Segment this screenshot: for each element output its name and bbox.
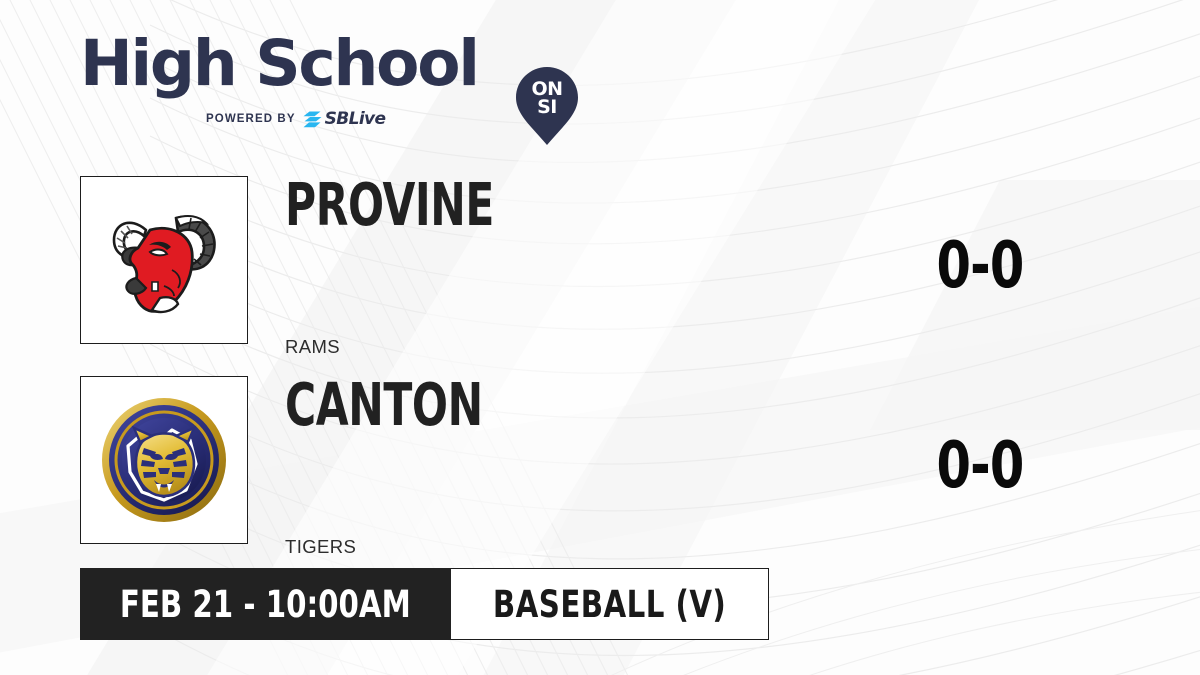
team-mascot: TIGERS [285, 536, 357, 557]
team-row: CANTON TIGERS 0-0 [80, 370, 1120, 557]
map-pin-shape [516, 67, 578, 145]
tiger-head-circle-logo-icon [102, 398, 226, 522]
team-mascot: RAMS [285, 336, 341, 357]
pin-line-on: ON [531, 78, 563, 100]
brand-lockup: High School ON SI POWERED BY SBLive [80, 27, 578, 145]
team-name: CANTON [285, 370, 483, 439]
brand-wordmark: High School [80, 27, 480, 100]
on-si-pin-label: ON SI [516, 78, 578, 118]
team-row: PROVINE RAMS 0-0 [80, 170, 1120, 357]
game-sport-label: BASEBALL (V) [492, 582, 726, 626]
team-logo-box [80, 376, 248, 544]
team-logo-box [80, 176, 248, 344]
team-record: 0-0 [936, 429, 1025, 503]
game-sport-chip: BASEBALL (V) [450, 568, 769, 640]
game-datetime-label: FEB 21 - 10:00AM [119, 582, 411, 626]
powered-by-label: POWERED BY [206, 113, 296, 125]
sblive-s-icon [303, 111, 322, 127]
on-si-pin-icon: ON SI [516, 67, 578, 145]
powered-by-block: POWERED BY SBLive [206, 108, 386, 129]
game-datetime-chip: FEB 21 - 10:00AM [80, 568, 451, 640]
pin-line-si: SI [537, 96, 557, 118]
sblive-wordmark: SBLive [324, 108, 386, 129]
sblive-logo: SBLive [303, 108, 386, 129]
ram-head-logo-icon [112, 214, 216, 314]
game-info-bar: FEB 21 - 10:00AM BASEBALL (V) [80, 568, 769, 640]
team-name: PROVINE [285, 170, 495, 239]
team-record: 0-0 [936, 229, 1025, 303]
